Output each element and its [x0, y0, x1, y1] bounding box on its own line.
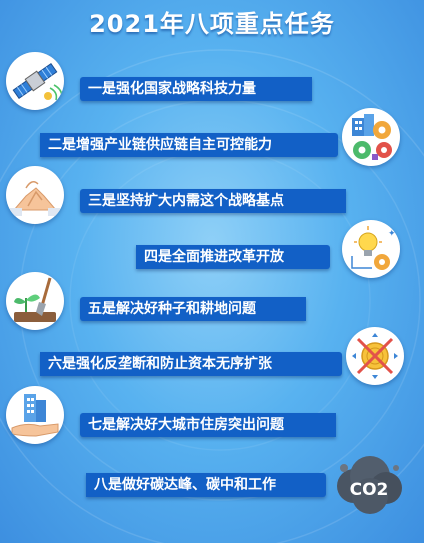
task-7-bar: 七是解决好大城市住房突出问题 — [80, 413, 336, 437]
crossed-coins-icon — [346, 327, 404, 385]
task-8-label: 八是做好碳达峰、碳中和工作 — [94, 477, 276, 493]
task-6-bar: 六是强化反垄断和防止资本无序扩张 — [40, 352, 342, 376]
hand-building-icon — [6, 386, 64, 444]
task-3-label: 三是坚持扩大内需这个战略基点 — [88, 193, 284, 209]
co2-cloud-icon: CO2 — [330, 446, 408, 524]
task-8-bar: 八是做好碳达峰、碳中和工作 — [86, 473, 326, 497]
handshake-icon — [6, 166, 64, 224]
task-5-label: 五是解决好种子和耕地问题 — [88, 301, 256, 317]
seedling-shovel-icon — [6, 272, 64, 330]
page-title: 2021年八项重点任务 — [89, 10, 335, 38]
satellite-icon — [6, 52, 64, 110]
task-5-bar: 五是解决好种子和耕地问题 — [80, 297, 306, 321]
task-2-bar: 二是增强产业链供应链自主可控能力 — [40, 133, 338, 157]
task-6-label: 六是强化反垄断和防止资本无序扩张 — [48, 356, 272, 372]
task-4-bar: 四是全面推进改革开放 — [136, 245, 330, 269]
task-2-label: 二是增强产业链供应链自主可控能力 — [48, 137, 272, 153]
svg-text:✦: ✦ — [388, 229, 396, 239]
task-3-bar: 三是坚持扩大内需这个战略基点 — [80, 189, 346, 213]
task-7-label: 七是解决好大城市住房突出问题 — [88, 417, 284, 433]
lightbulb-gear-icon: ✦ — [342, 220, 400, 278]
task-1-label: 一是强化国家战略科技力量 — [88, 81, 256, 97]
gears-building-icon — [342, 108, 400, 166]
task-1-bar: 一是强化国家战略科技力量 — [80, 77, 312, 101]
co2-text: CO2 — [350, 480, 389, 500]
task-4-label: 四是全面推进改革开放 — [144, 249, 284, 265]
